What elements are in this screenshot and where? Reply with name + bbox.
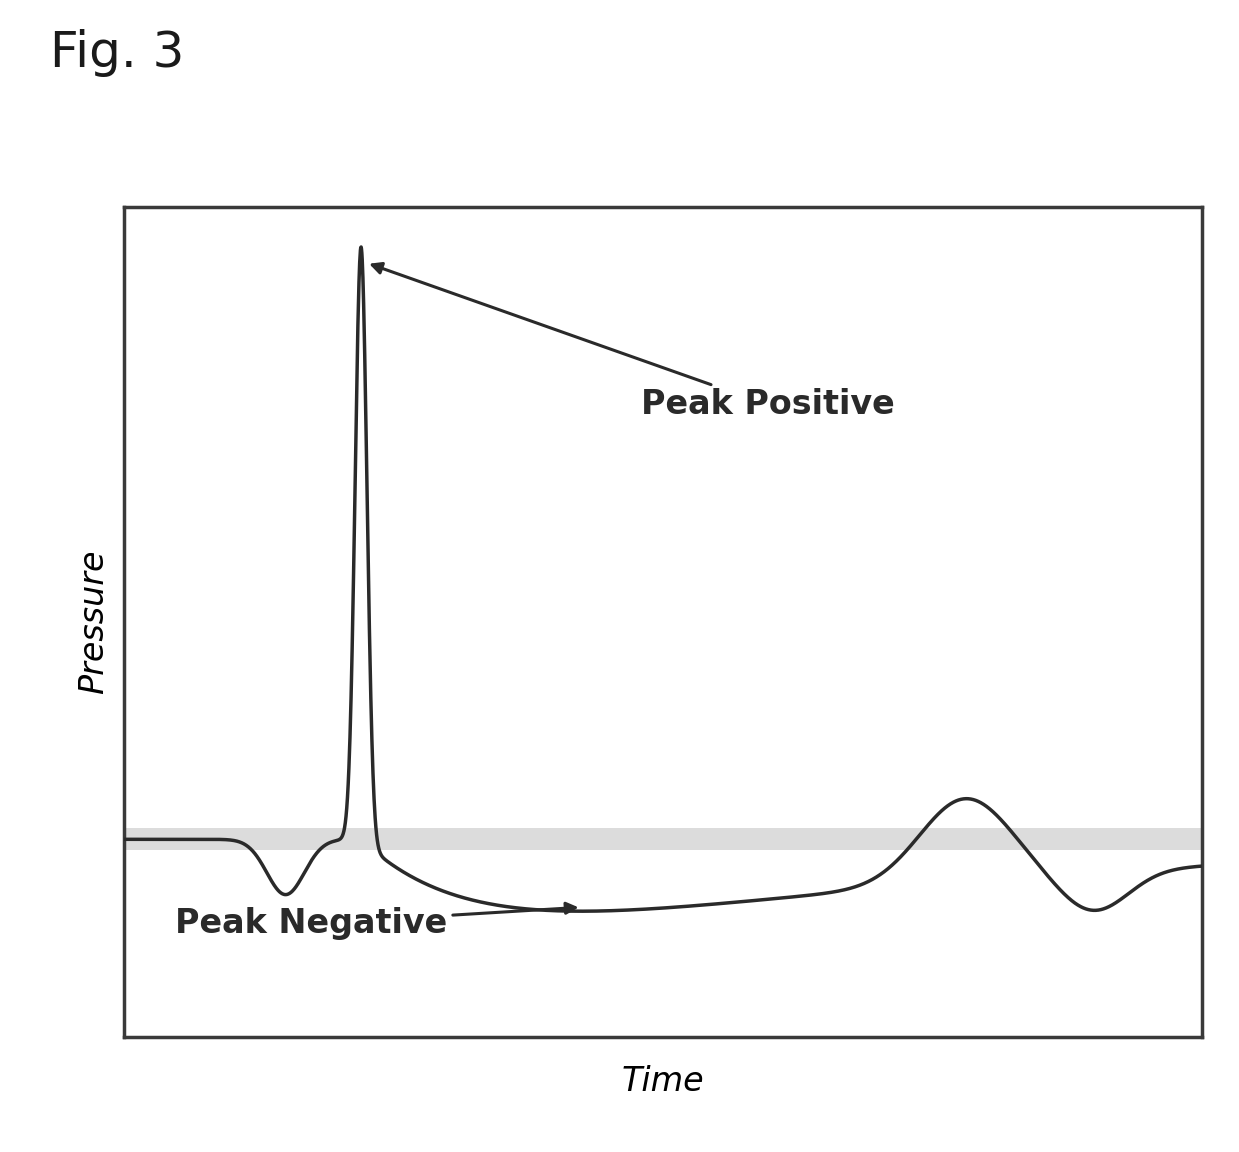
Text: Peak Negative: Peak Negative — [175, 903, 575, 940]
Y-axis label: Pressure: Pressure — [77, 550, 110, 695]
X-axis label: Time: Time — [622, 1064, 704, 1098]
Text: Peak Positive: Peak Positive — [372, 264, 895, 422]
Bar — [124, 828, 1202, 850]
Text: Fig. 3: Fig. 3 — [50, 29, 183, 77]
